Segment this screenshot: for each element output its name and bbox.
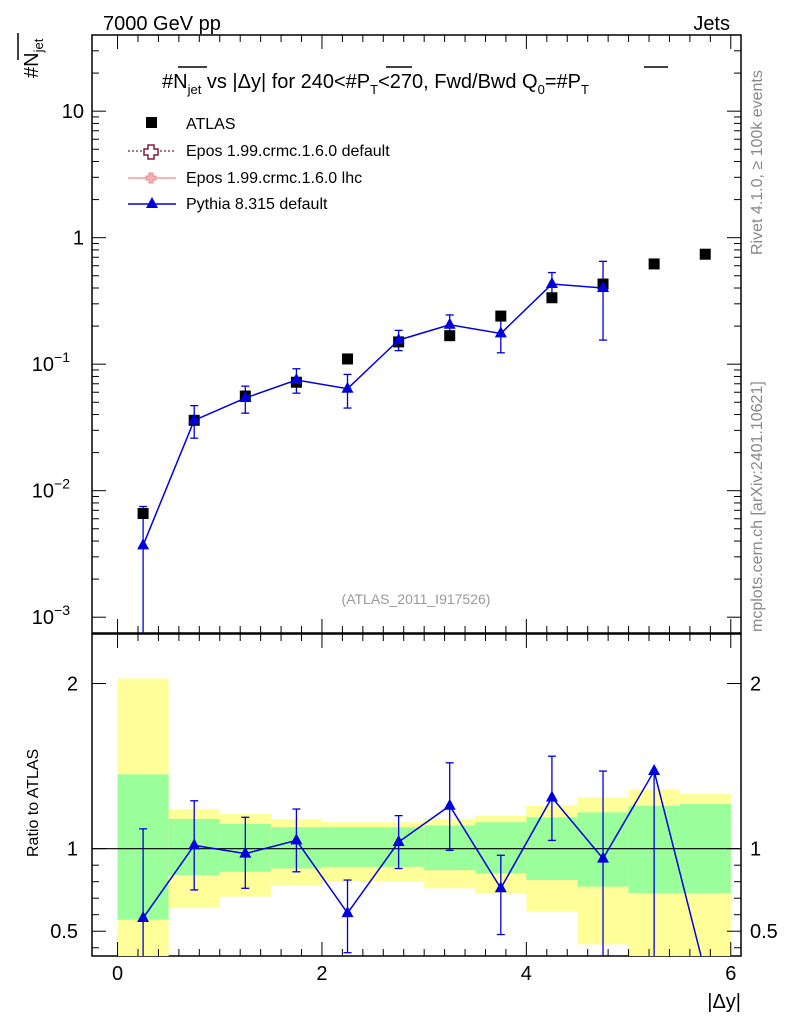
side-label-top: Rivet 4.1.0, ≥ 100k events [749,70,766,255]
main-y-tick-label: 1 [73,228,84,250]
ratio-pythia-point [137,911,150,923]
atlas-point [546,292,558,304]
ratio-pythia-point [341,906,354,918]
legend-item-epos-lhc: Epos 1.99.crmc.1.6.0 lhc [128,170,362,187]
ratio-plot-frame [91,633,742,957]
ratio-pythia-point [494,881,507,893]
legend-item-pythia: Pythia 8.315 default [128,196,328,213]
xlabel: |Δy| [707,991,741,1013]
x-tick-label: 0 [112,963,123,985]
main-y-tick-label: 10−3 [32,602,70,629]
legend-label-atlas: ATLAS [186,116,236,133]
side-label-bottom: mcplots.cern.ch [arXiv:2401.10621] [749,381,766,632]
ratio-y-tick-label-left: 1 [67,839,78,861]
pythia-point [290,372,303,384]
ratio-pythia-point [545,790,558,802]
svg-text:#Njet: #Njet [21,38,46,78]
ratio-data-points [137,755,702,957]
pythia-point [341,381,354,393]
main-y-tick-label: 10−1 [32,349,70,376]
legend-item-epos-default: Epos 1.99.crmc.1.6.0 default [128,143,390,160]
ratio-y-tick-label-left: 2 [67,674,78,696]
atlas-point [137,508,149,520]
energy-label: 7000 GeV pp [103,13,221,35]
legend-label-pythia: Pythia 8.315 default [186,196,328,213]
pythia-point [188,413,201,425]
legend: ATLAS Epos 1.99.crmc.1.6.0 default Epos … [128,116,390,213]
atlas-point [699,248,711,260]
stat-band-bin [321,827,374,867]
ratio-y-tick-label-right: 2 [750,674,761,696]
ratio-pythia-point [392,835,405,847]
legend-label-epos-lhc: Epos 1.99.crmc.1.6.0 lhc [186,170,362,187]
ratio-pythia-line [142,769,702,957]
x-tick-label: 4 [521,963,532,985]
ratio-y-tick-label-left: 0.5 [50,921,78,943]
pythia-point [545,277,558,289]
pythia-point [494,326,507,338]
main-ylabel-sub: jet [31,38,46,53]
ratio-axis-ticks: 0.5 0.5 1 1 2 2 0 2 4 6 [50,634,778,985]
ratio-y-tick-label-right: 1 [750,839,761,861]
ratio-pythia-point [443,798,456,810]
main-data-points [137,248,711,633]
ratio-ylabel: Ratio to ATLAS [25,749,42,857]
process-label: Jets [693,13,730,35]
main-y-tick-label: 10 [62,101,84,123]
x-tick-label: 6 [725,963,736,985]
main-ylabel: #Njet [17,33,46,78]
legend-item-atlas: ATLAS [146,116,236,133]
ratio-pythia-point [648,764,661,776]
pythia-point [597,281,610,293]
main-axis-ticks: 10−3 10−2 10−1 1 10 [32,34,741,633]
main-ylabel-text: #N [21,52,43,78]
pythia-point [137,538,150,550]
pythia-point [239,391,252,403]
main-y-tick-label: 10−2 [32,476,70,503]
ratio-pythia-point [597,851,610,863]
ratio-bands [117,678,731,956]
pythia-point [443,317,456,329]
ratio-pythia-point [239,846,252,858]
ratio-pythia-point [188,838,201,850]
analysis-id: (ATLAS_2011_I917526) [342,591,491,607]
atlas-point [444,330,456,342]
x-tick-label: 2 [316,963,327,985]
main-title: #Njet vs |Δy| for 240<#PT<270, Fwd/Bwd Q… [162,71,589,97]
atlas-point [342,353,354,365]
main-plot-frame [91,34,742,634]
pythia-point [392,333,405,345]
legend-label-epos-default: Epos 1.99.crmc.1.6.0 default [186,143,390,160]
ratio-y-tick-label-right: 0.5 [750,921,778,943]
pythia-line [142,283,604,546]
atlas-point [648,258,660,270]
ratio-pythia-point [290,833,303,845]
atlas-point [495,310,507,322]
